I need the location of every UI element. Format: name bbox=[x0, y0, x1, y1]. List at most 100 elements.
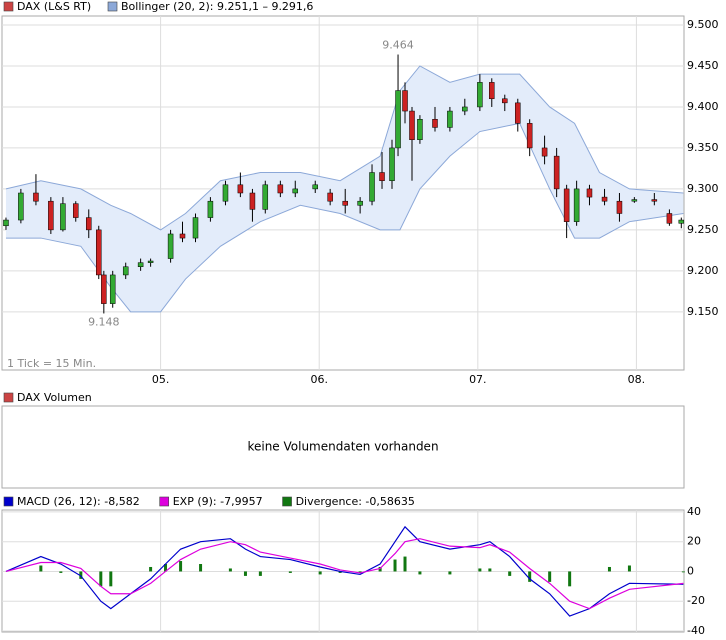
candle-body bbox=[601, 196, 608, 202]
candle-body bbox=[137, 262, 144, 267]
divergence-bar bbox=[393, 559, 397, 572]
legend-swatch bbox=[282, 496, 292, 507]
divergence-bar bbox=[627, 565, 631, 572]
divergence-bar bbox=[378, 566, 382, 572]
candle-body bbox=[237, 184, 244, 194]
legend-label: EXP (9): -7,9957 bbox=[173, 495, 263, 508]
y-tick-label: 40 bbox=[687, 505, 701, 518]
candle-body bbox=[395, 90, 401, 149]
legend-label: MACD (26, 12): -8,582 bbox=[17, 495, 140, 508]
candle-body bbox=[447, 110, 453, 128]
y-tick-label: 9.300 bbox=[687, 182, 719, 195]
candle-body bbox=[73, 203, 79, 218]
legend-swatch bbox=[3, 496, 14, 507]
divergence-bar bbox=[338, 571, 342, 573]
macd-line bbox=[5, 538, 684, 610]
divergence-bar bbox=[243, 571, 247, 576]
divergence-bar bbox=[418, 571, 422, 575]
divergence-bar bbox=[164, 564, 168, 572]
candle-body bbox=[179, 233, 186, 239]
candle-body bbox=[167, 233, 174, 259]
candle-body bbox=[526, 123, 533, 149]
candle-body bbox=[48, 200, 54, 231]
divergence-bar bbox=[59, 571, 63, 573]
candle-body bbox=[95, 229, 102, 276]
y-tick-label: 9.200 bbox=[687, 264, 719, 277]
candle-body bbox=[409, 110, 415, 140]
candle-body bbox=[515, 102, 521, 124]
candle-body bbox=[573, 188, 580, 222]
candle-body bbox=[249, 192, 256, 210]
divergence-bar bbox=[403, 556, 407, 572]
y-tick-label: -20 bbox=[687, 594, 705, 607]
candle-body bbox=[207, 200, 214, 218]
extreme-label: 9.464 bbox=[382, 39, 414, 52]
candle-body bbox=[312, 184, 318, 190]
candle-body bbox=[651, 199, 658, 202]
legend-label: Bollinger (20, 2): 9.251,1 – 9.291,6 bbox=[121, 0, 313, 13]
candle-body bbox=[563, 188, 570, 222]
y-tick-label: 20 bbox=[687, 535, 701, 548]
divergence-bar bbox=[607, 566, 611, 572]
candle-body bbox=[86, 217, 92, 231]
candle-body bbox=[402, 90, 408, 112]
candle-body bbox=[462, 106, 468, 112]
panel-title: DAX Volumen bbox=[17, 391, 92, 404]
divergence-bar bbox=[258, 571, 262, 576]
y-tick-label: 9.450 bbox=[687, 59, 719, 72]
candle-body bbox=[357, 200, 363, 206]
no-data-message: keine Volumendaten vorhanden bbox=[247, 440, 438, 454]
candle-body bbox=[109, 274, 116, 304]
y-tick-label: 0 bbox=[687, 564, 694, 577]
divergence-bar bbox=[179, 561, 183, 572]
candle-body bbox=[147, 260, 154, 263]
candle-body bbox=[502, 98, 508, 104]
divergence-bar bbox=[488, 568, 492, 572]
divergence-bar bbox=[228, 568, 232, 572]
y-tick-label: -40 bbox=[687, 624, 705, 637]
divergence-bar bbox=[568, 571, 572, 587]
x-tick-label: 06. bbox=[310, 373, 328, 386]
legend-swatch bbox=[159, 496, 170, 507]
candle-body bbox=[553, 155, 560, 190]
candle-body bbox=[379, 172, 385, 181]
candle-body bbox=[432, 119, 438, 128]
divergence-bar bbox=[39, 565, 43, 572]
bollinger-lower bbox=[5, 122, 684, 313]
divergence-bar bbox=[528, 571, 532, 582]
candle-body bbox=[389, 147, 395, 181]
y-tick-label: 9.150 bbox=[687, 305, 719, 318]
candle-body bbox=[541, 147, 548, 157]
candle-body bbox=[666, 213, 673, 224]
candle-body bbox=[222, 184, 229, 202]
candle-body bbox=[60, 203, 66, 231]
candle-body bbox=[3, 219, 9, 227]
candle-body bbox=[33, 192, 39, 202]
candle-body bbox=[477, 82, 483, 108]
candle-body bbox=[277, 184, 284, 194]
divergence-bar bbox=[288, 571, 292, 573]
divergence-bar bbox=[681, 571, 685, 573]
legend-swatch bbox=[3, 1, 14, 12]
extreme-label: 9.148 bbox=[88, 315, 120, 328]
x-tick-label: 05. bbox=[152, 373, 170, 386]
divergence-bar bbox=[99, 571, 103, 587]
divergence-bar bbox=[448, 571, 452, 575]
divergence-bar bbox=[508, 571, 512, 576]
legend-swatch bbox=[3, 392, 14, 403]
candle-body bbox=[262, 184, 269, 210]
x-tick-label: 08. bbox=[628, 373, 646, 386]
candle-body bbox=[586, 188, 593, 198]
candle-body bbox=[616, 200, 623, 214]
divergence-bar bbox=[318, 571, 322, 575]
candle-body bbox=[101, 274, 107, 304]
x-tick-label: 07. bbox=[469, 373, 487, 386]
tick-note: 1 Tick = 15 Min. bbox=[7, 357, 96, 370]
y-tick-label: 9.500 bbox=[687, 18, 719, 31]
divergence-bar bbox=[478, 568, 482, 572]
candle-body bbox=[417, 119, 423, 140]
candle-body bbox=[18, 192, 24, 221]
candle-body bbox=[369, 172, 375, 202]
legend-swatch bbox=[107, 1, 118, 12]
